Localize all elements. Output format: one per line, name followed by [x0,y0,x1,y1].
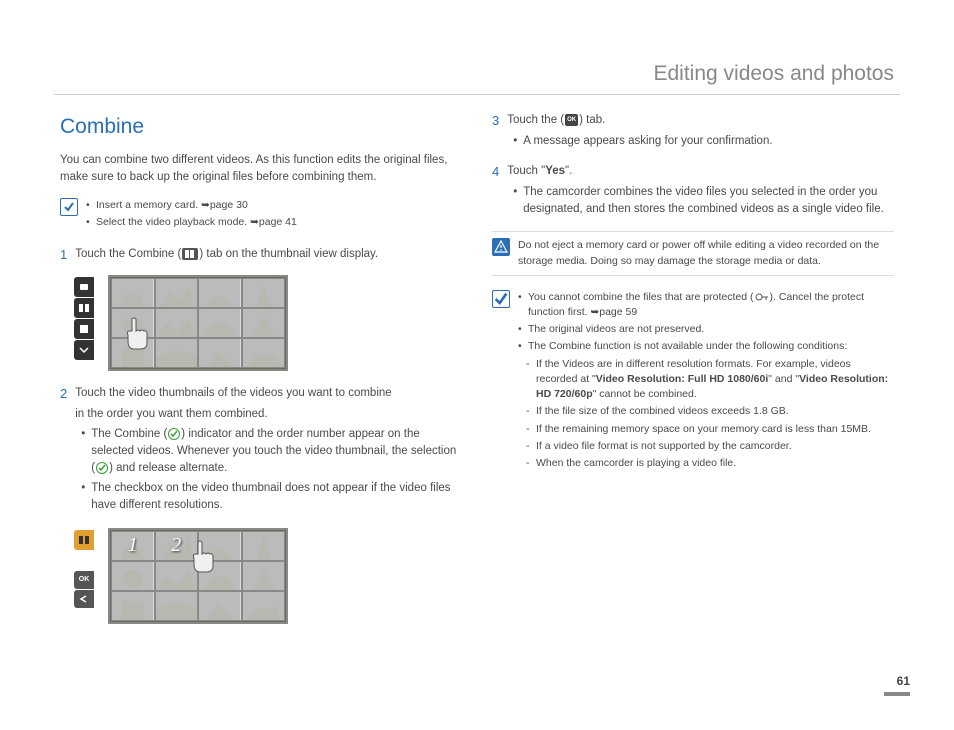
thumb-cell [242,278,286,308]
step-2: 2 Touch the video thumbnails of the vide… [60,385,462,518]
step3-text-post: ) tab. [579,114,605,126]
thumb-cell [198,531,242,561]
info-sub-item: If the remaining memory space on your me… [518,422,894,437]
thumb-cell [198,308,242,338]
thumb-cell [155,308,199,338]
sidebar-tab-icon [74,319,94,339]
prereq-item: Select the video playback mode. ➥page 41 [86,215,297,230]
info-sub-item: If a video file format is not supported … [518,439,894,454]
thumb-cell [198,278,242,308]
thumb-cell-selected: 1 [111,531,155,561]
step4-text-post: ". [565,165,572,177]
thumb-cell [198,561,242,591]
page-number: 61 [897,674,910,688]
checkbox-icon [60,198,78,216]
info-item: The Combine function is not available un… [518,339,894,354]
warning-note: Do not eject a memory card or power off … [492,231,894,275]
ok-tab-icon: OK [74,571,94,589]
step-4: 4 Touch "Yes". The camcorder combines th… [492,163,894,221]
prereq-note: Insert a memory card. ➥page 30 Select th… [60,198,462,232]
step2-line2: in the order you want them combined. [75,406,462,423]
thumb-cell [111,591,155,621]
ok-button-icon: OK [565,114,578,126]
step2-bullet: The checkbox on the video thumbnail does… [81,480,462,513]
checkmark-green-icon [96,462,108,474]
step4-bullet: The camcorder combines the video files y… [513,184,894,217]
thumb-cell [111,561,155,591]
info-item: The original videos are not preserved. [518,322,894,337]
thumb-cell [111,278,155,308]
info-sub-item: If the Videos are in different resolutio… [518,357,894,403]
thumb-cell [242,591,286,621]
step-1: 1 Touch the Combine ( ) tab on the thumbn… [60,246,462,265]
step2-bullet: The Combine () indicator and the order n… [81,426,462,476]
grid1-sidebar [74,277,94,360]
step4-text-pre: Touch " [507,165,545,177]
section-title: Combine [60,112,462,142]
left-column: Combine You can combine two different vi… [60,112,462,638]
info-sub-item: When the camcorder is playing a video fi… [518,456,894,471]
thumb-cell [111,308,155,338]
step2-line1: Touch the video thumbnails of the videos… [75,385,462,402]
step3-text-pre: Touch the ( [507,114,564,126]
thumb-cell [155,561,199,591]
step4-yes: Yes [545,165,565,177]
thumb-cell [198,591,242,621]
warning-text: Do not eject a memory card or power off … [518,238,894,268]
step-number: 2 [60,385,67,518]
thumb-cell [111,338,155,368]
right-column: 3 Touch the (OK) tab. A message appears … [492,112,894,638]
intro-text: You can combine two different videos. As… [60,152,462,185]
combine-tab-icon [182,248,198,260]
thumb-cell [242,338,286,368]
info-notes: You cannot combine the files that are pr… [492,290,894,473]
step1-text-pre: Touch the Combine ( [75,248,181,260]
page-number-bar [884,692,910,696]
thumb-cell-selected: 2 [155,531,199,561]
info-item: You cannot combine the files that are pr… [518,290,894,320]
grid2-sidebar: OK [74,530,94,608]
warning-triangle-icon [492,238,510,256]
thumb-cell [155,278,199,308]
sidebar-tab-icon [74,340,94,360]
thumb-cell [242,531,286,561]
thumbnail-grid-2: 1 2 [108,528,288,624]
thumbnail-grid-1 [108,275,288,371]
thumb-cell [242,308,286,338]
back-tab-icon [74,590,94,608]
prereq-item: Insert a memory card. ➥page 30 [86,198,297,213]
sidebar-tab-icon [74,277,94,297]
thumb-cell [198,338,242,368]
thumb-cell [242,561,286,591]
checkmark-green-icon [168,428,180,440]
thumb-cell [155,338,199,368]
info-check-icon [492,290,510,308]
info-sub-item: If the file size of the combined videos … [518,404,894,419]
step1-text-post: ) tab on the thumbnail view display. [199,248,378,260]
step-number: 4 [492,163,499,221]
thumb-cell [155,591,199,621]
header-rule [54,94,900,95]
sidebar-tab-icon [74,298,94,318]
sidebar-tab-active-icon [74,530,94,550]
page-header-title: Editing videos and photos [653,62,894,86]
step-number: 3 [492,112,499,153]
step-number: 1 [60,246,67,265]
step-3: 3 Touch the (OK) tab. A message appears … [492,112,894,153]
step3-bullet: A message appears asking for your confir… [513,133,894,150]
lock-key-icon [755,291,769,303]
